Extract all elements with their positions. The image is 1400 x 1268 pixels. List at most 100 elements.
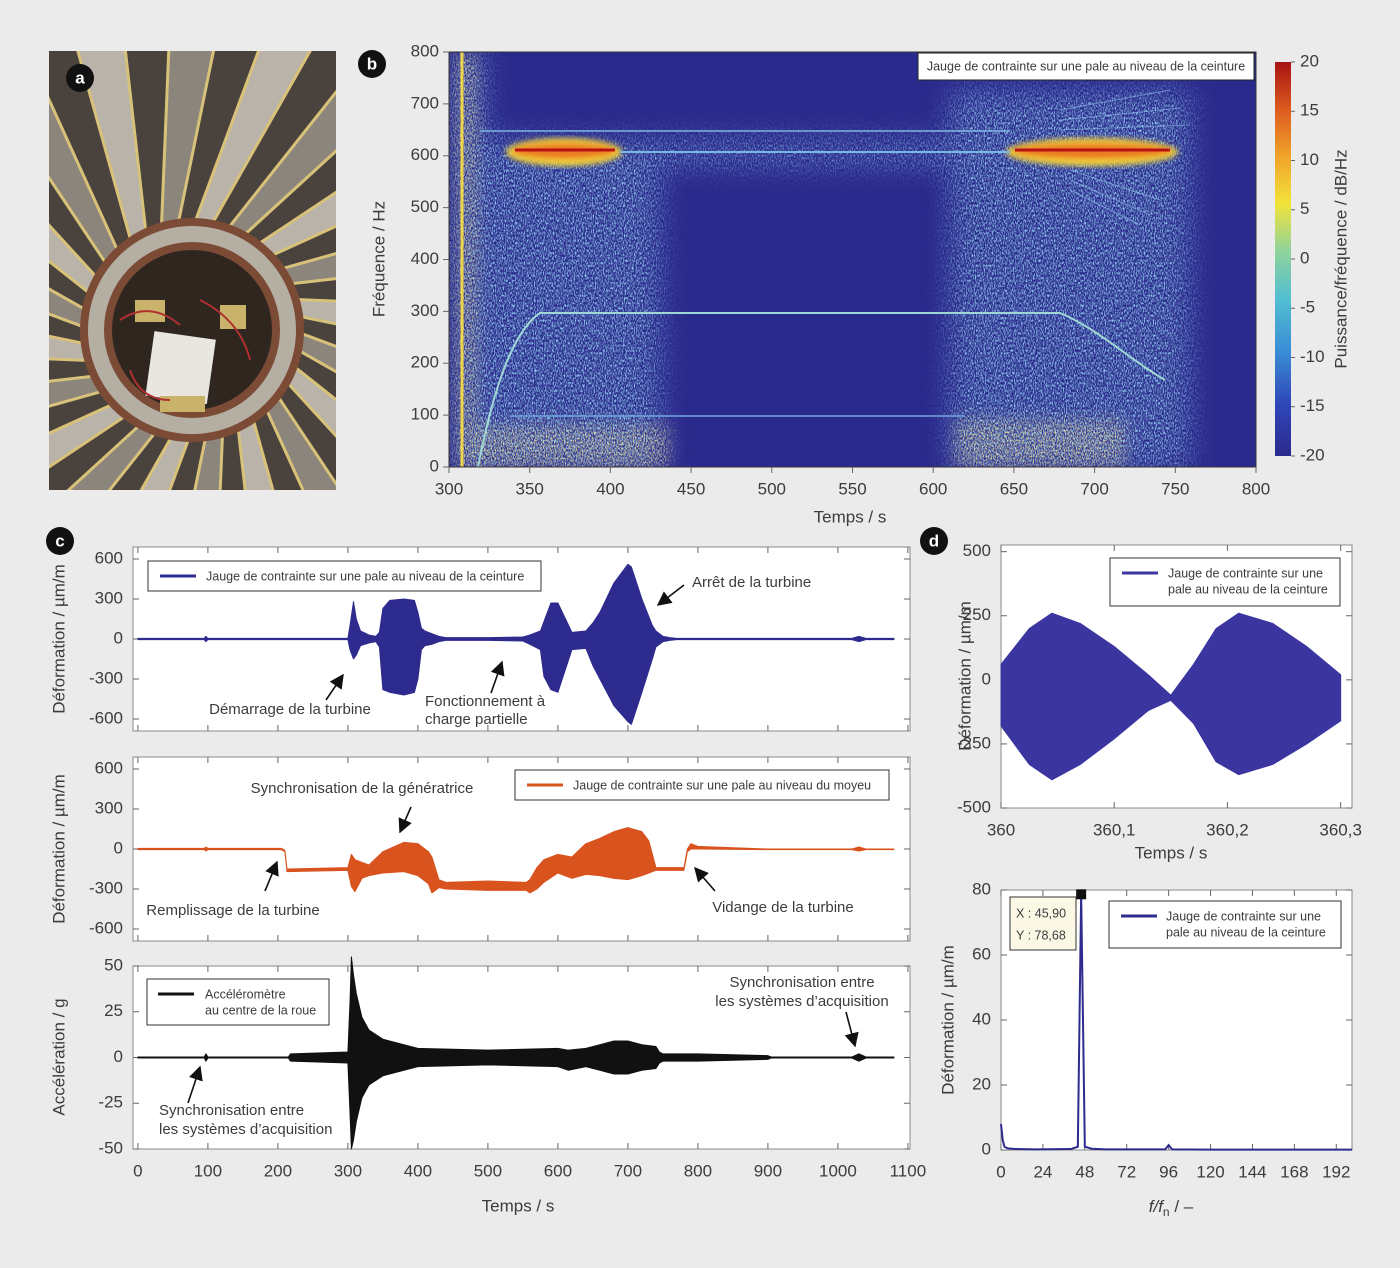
y-tick-label: 0 (114, 838, 123, 857)
legend-text: pale au niveau de la ceinture (1166, 925, 1326, 939)
x-tick-label: 200 (264, 1161, 292, 1180)
x-tick-label: 300 (435, 479, 463, 498)
y-tick-label: 500 (411, 197, 439, 216)
colorbar-tick-label: -10 (1300, 347, 1325, 366)
signal-envelope (137, 827, 895, 894)
arrow (187, 1065, 203, 1104)
badge (66, 64, 94, 92)
x-tick-label: 650 (1000, 479, 1028, 498)
signal-envelope (137, 956, 895, 1150)
signal-envelope (137, 563, 895, 725)
legend-box (146, 978, 330, 1026)
signal-envelope (1000, 612, 1342, 781)
annotation: Arrêt de la turbine (692, 574, 811, 591)
spectrum-line (1000, 894, 1352, 1151)
colorbar-tick-label: 15 (1300, 101, 1319, 120)
datatip-label: X : 45,90 (1016, 906, 1066, 920)
colorbar-tick-label: 0 (1300, 248, 1309, 267)
y-tick-label: 0 (430, 456, 439, 475)
colorbar-tick-label: 10 (1300, 150, 1319, 169)
y-tick-label: 0 (982, 1139, 991, 1158)
colorbar-tick-label: -20 (1300, 445, 1325, 464)
y-tick-label: -25 (98, 1093, 123, 1112)
y-tick-label: 800 (411, 41, 439, 60)
y-tick-label: 100 (411, 405, 439, 424)
arrow (264, 860, 279, 892)
legend-text: pale au niveau de la ceinture (1168, 582, 1328, 596)
annotation: Vidange de la turbine (712, 899, 854, 916)
y-tick-label: -250 (957, 733, 991, 752)
y-tick-label: 20 (972, 1074, 991, 1093)
y-axis-label: Fréquence / Hz (369, 201, 388, 317)
x-axis-label-part: n (1163, 1205, 1170, 1219)
y-axis-label: Accélération / g (49, 998, 68, 1115)
annotation: Synchronisation de la génératrice (251, 780, 474, 797)
colorbar-tick-label: -5 (1300, 298, 1315, 317)
x-tick-label: 360 (987, 820, 1015, 839)
y-tick-label: 50 (104, 955, 123, 974)
y-tick-label: 80 (972, 879, 991, 898)
photo (49, 51, 336, 490)
datatip-box (1009, 896, 1077, 951)
x-tick-label: 192 (1322, 1162, 1350, 1181)
annotation: charge partielle (425, 711, 528, 728)
x-tick-label: 600 (544, 1161, 572, 1180)
arrow (490, 660, 505, 694)
x-tick-label: 800 (684, 1161, 712, 1180)
x-tick-label: 100 (194, 1161, 222, 1180)
badge (358, 50, 386, 78)
x-tick-label: 500 (758, 479, 786, 498)
y-tick-label: 200 (411, 353, 439, 372)
y-tick-label: 400 (411, 249, 439, 268)
arrow (325, 673, 344, 701)
y-axis-label: Déformation / µm/m (49, 564, 68, 714)
x-tick-label: 350 (516, 479, 544, 498)
y-tick-label: 0 (114, 1047, 123, 1066)
colorbar-tick-label: -15 (1300, 396, 1325, 415)
y-tick-label: -500 (957, 797, 991, 816)
y-tick-label: 300 (411, 301, 439, 320)
y-tick-label: 40 (972, 1009, 991, 1028)
spectrogram (449, 52, 1256, 467)
x-tick-label: 144 (1238, 1162, 1266, 1181)
x-tick-label: 1000 (819, 1161, 857, 1180)
y-tick-label: 600 (411, 145, 439, 164)
legend-text: Jauge de contrainte sur une pale au nive… (206, 569, 524, 583)
badge-label: a (75, 68, 85, 87)
legend-text: Jauge de contrainte sur une (1168, 566, 1323, 580)
y-tick-label: -600 (89, 918, 123, 937)
x-tick-label: 500 (474, 1161, 502, 1180)
legend-box (917, 52, 1255, 81)
legend-text: Jauge de contrainte sur une pale au nive… (573, 778, 871, 792)
x-axis-label-part: / – (1170, 1197, 1194, 1216)
y-tick-label: 25 (104, 1001, 123, 1020)
badge-label: c (55, 531, 64, 550)
colorbar-tick-label: 20 (1300, 51, 1319, 70)
arrow (844, 1011, 859, 1048)
badge (920, 527, 948, 555)
badge (46, 527, 74, 555)
colorbar-tick-label: 5 (1300, 199, 1309, 218)
x-tick-label: 72 (1117, 1162, 1136, 1181)
legend-text: Jauge de contrainte sur une pale au nive… (927, 59, 1245, 73)
annotation: les systèmes d’acquisition (159, 1121, 332, 1138)
annotation: Remplissage de la turbine (146, 902, 319, 919)
x-tick-label: 750 (1161, 479, 1189, 498)
x-tick-label: 120 (1196, 1162, 1224, 1181)
annotation: Fonctionnement à (425, 693, 546, 710)
x-axis-label: Temps / s (814, 507, 887, 526)
datatip-label: Y : 78,68 (1016, 928, 1066, 942)
x-tick-label: 0 (996, 1162, 1005, 1181)
annotation: Démarrage de la turbine (209, 701, 371, 718)
x-tick-label: 300 (334, 1161, 362, 1180)
y-tick-label: -600 (89, 708, 123, 727)
legend-text: Jauge de contrainte sur une (1166, 909, 1321, 923)
x-tick-label: 900 (754, 1161, 782, 1180)
legend-box (1109, 557, 1341, 607)
legend-box (1108, 900, 1342, 949)
y-tick-label: -300 (89, 878, 123, 897)
annotation: les systèmes d’acquisition (715, 993, 888, 1010)
x-tick-label: 360,1 (1093, 820, 1136, 839)
x-tick-label: 400 (596, 479, 624, 498)
